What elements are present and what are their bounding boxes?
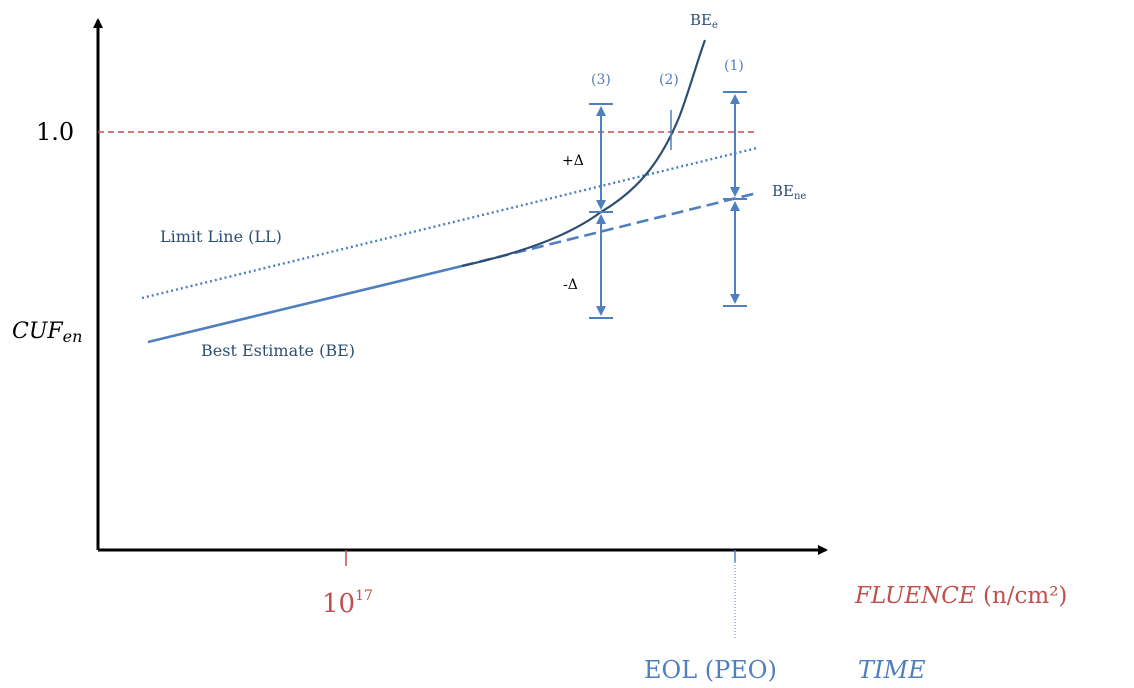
case-3-error-bar xyxy=(589,103,613,319)
fluence-axis-label: FLUENCE (n/cm²) xyxy=(854,583,1067,609)
limit-line-label: Limit Line (LL) xyxy=(160,227,282,246)
fluence-unit: (n/cm²) xyxy=(976,583,1068,609)
be-e-sub: e xyxy=(712,20,718,31)
fluence-label: FLUENCE xyxy=(854,583,976,609)
plus-delta-label: +Δ xyxy=(562,153,584,169)
y-axis-label-main: CUF xyxy=(12,319,63,344)
best-estimate-line xyxy=(147,264,463,344)
time-axis-label: TIME xyxy=(858,656,926,684)
be-e-label: BEe xyxy=(690,11,718,31)
be-ne-label: BEne xyxy=(772,182,806,202)
y-tick-label-1: 1.0 xyxy=(36,118,74,146)
be-ne-sub: ne xyxy=(794,191,806,202)
eol-label: EOL (PEO) xyxy=(644,656,777,684)
be-ne-main: BE xyxy=(772,182,794,200)
limit-line-ll xyxy=(141,146,758,300)
y-axis-label: CUFen xyxy=(12,319,82,346)
minus-delta-label: -Δ xyxy=(563,277,578,293)
case-1-error-bar xyxy=(723,91,747,307)
x-tick-exp: 17 xyxy=(355,588,373,604)
x-tick-base: 10 xyxy=(322,589,355,619)
x-tick-label-1e17: 1017 xyxy=(322,588,373,619)
case-2-label: (2) xyxy=(659,72,679,88)
y-axis-label-sub: en xyxy=(63,327,83,346)
be-ne-line xyxy=(461,191,758,268)
be-e-curve xyxy=(461,39,707,268)
be-e-main: BE xyxy=(690,11,712,29)
case-3-label: (3) xyxy=(591,72,611,88)
best-estimate-label: Best Estimate (BE) xyxy=(201,341,355,360)
case-1-label: (1) xyxy=(724,58,744,74)
